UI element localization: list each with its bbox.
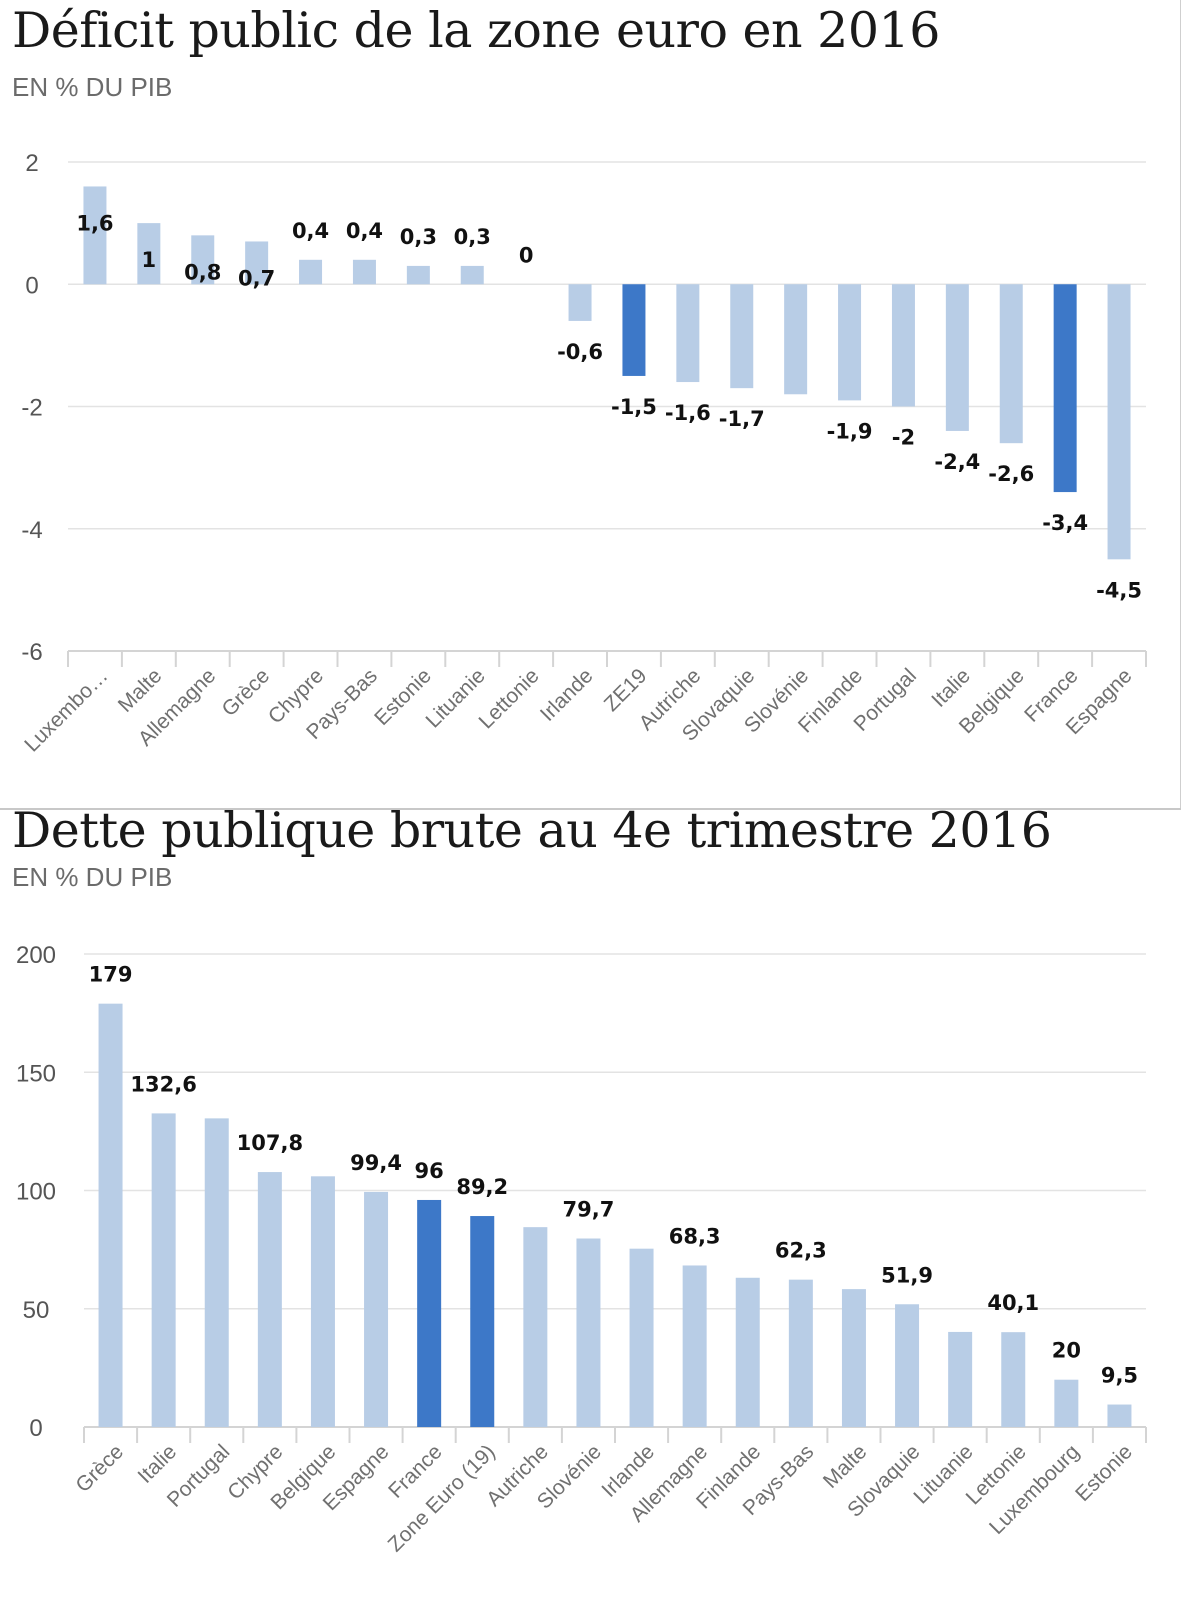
bar-lettonie xyxy=(1001,1332,1025,1427)
data-label: 1 xyxy=(142,248,157,272)
bar-ze19 xyxy=(622,284,645,376)
bar-finlande xyxy=(838,284,861,400)
bar-malte xyxy=(842,1289,866,1427)
y-tick-label: -4 xyxy=(21,517,42,544)
bar-lituanie xyxy=(948,1332,972,1427)
data-label: -3,4 xyxy=(1042,511,1088,535)
x-tick-label: Italie xyxy=(927,664,975,712)
bar-autriche xyxy=(676,284,699,382)
data-label: -4,5 xyxy=(1096,578,1142,602)
debt-chart-plot: 200150100500179Grèce132,6ItaliePortugal1… xyxy=(0,810,1181,1602)
bar-chypre xyxy=(299,260,322,284)
x-tick-label: Grèce xyxy=(71,1440,128,1497)
bar-zone-euro-19- xyxy=(470,1216,494,1427)
data-label: 62,3 xyxy=(775,1239,827,1263)
data-label: 0,8 xyxy=(184,260,221,284)
y-tick-label: 0 xyxy=(29,1415,42,1442)
x-tick-label: Italie xyxy=(134,1440,182,1488)
y-tick-label: 200 xyxy=(16,942,56,969)
data-label: 68,3 xyxy=(669,1224,721,1248)
data-label: 89,2 xyxy=(456,1175,508,1199)
bar-chypre xyxy=(258,1172,282,1427)
y-tick-label: -2 xyxy=(21,395,42,422)
data-label: 51,9 xyxy=(881,1263,933,1287)
bar-slov-nie xyxy=(784,284,807,394)
y-tick-label: 150 xyxy=(16,1060,56,1087)
bar-france xyxy=(1054,284,1077,492)
bar-espagne xyxy=(1108,284,1131,559)
bar-italie xyxy=(152,1113,176,1427)
bar-irlande xyxy=(630,1249,654,1427)
data-label: -1,5 xyxy=(611,395,657,419)
bar-autriche xyxy=(523,1227,547,1427)
bar-slovaquie xyxy=(730,284,753,388)
bar-slov-nie xyxy=(576,1239,600,1427)
bar-irlande xyxy=(569,284,592,321)
y-tick-label: -6 xyxy=(21,639,42,666)
data-label: 107,8 xyxy=(237,1131,303,1155)
bar-slovaquie xyxy=(895,1304,919,1427)
data-label: -2 xyxy=(892,426,915,450)
x-tick-label: Luxembo… xyxy=(20,664,112,756)
bar-portugal xyxy=(205,1118,229,1427)
data-label: -1,9 xyxy=(827,419,873,443)
data-label: -1,6 xyxy=(665,401,711,425)
bar-luxembourg xyxy=(1054,1380,1078,1427)
y-tick-label: 2 xyxy=(25,150,38,177)
bar-portugal xyxy=(892,284,915,406)
data-label: 132,6 xyxy=(130,1072,196,1096)
data-label: -2,6 xyxy=(988,462,1034,486)
data-label: 40,1 xyxy=(987,1291,1039,1315)
bar-allemagne xyxy=(683,1265,707,1427)
y-tick-label: 100 xyxy=(16,1179,56,1206)
bar-pays-bas xyxy=(789,1280,813,1427)
deficit-chart-panel: Déficit public de la zone euro en 2016 E… xyxy=(0,0,1181,808)
y-tick-label: 0 xyxy=(25,272,38,299)
data-label: 0,7 xyxy=(238,266,275,290)
deficit-chart-plot: 20-2-4-61,6Luxembo…1Malte0,8Allemagne0,7… xyxy=(0,0,1181,808)
data-label: 20 xyxy=(1052,1339,1081,1363)
data-label: 0,4 xyxy=(346,219,383,243)
data-label: -2,4 xyxy=(934,450,980,474)
bar-gr-ce xyxy=(99,1004,123,1427)
data-label: 0,3 xyxy=(454,225,491,249)
x-tick-label: Lettonie xyxy=(475,664,544,733)
data-label: -1,7 xyxy=(719,407,765,431)
bar-italie xyxy=(946,284,969,431)
bar-pays-bas xyxy=(353,260,376,284)
x-tick-label: Irlande xyxy=(536,664,598,726)
bar-finlande xyxy=(736,1278,760,1427)
data-label: 0,4 xyxy=(292,219,329,243)
bar-belgique xyxy=(311,1176,335,1427)
data-label: 79,7 xyxy=(563,1198,615,1222)
y-tick-label: 50 xyxy=(23,1297,50,1324)
data-label: 9,5 xyxy=(1101,1364,1138,1388)
data-label: 99,4 xyxy=(350,1151,402,1175)
bar-espagne xyxy=(364,1192,388,1427)
data-label: -0,6 xyxy=(557,340,603,364)
data-label: 0,3 xyxy=(400,225,437,249)
bar-estonie xyxy=(407,266,430,284)
data-label: 96 xyxy=(415,1159,444,1183)
bar-estonie xyxy=(1107,1405,1131,1427)
debt-chart-panel: Dette publique brute au 4e trimestre 201… xyxy=(0,808,1181,1600)
data-label: 0 xyxy=(519,243,534,267)
x-tick-label: ZE19 xyxy=(600,664,652,716)
bar-belgique xyxy=(1000,284,1023,443)
bar-lituanie xyxy=(461,266,484,284)
data-label: 1,6 xyxy=(76,211,113,235)
bar-france xyxy=(417,1200,441,1427)
x-tick-label: Estonie xyxy=(1071,1440,1137,1506)
data-label: 179 xyxy=(89,963,133,987)
